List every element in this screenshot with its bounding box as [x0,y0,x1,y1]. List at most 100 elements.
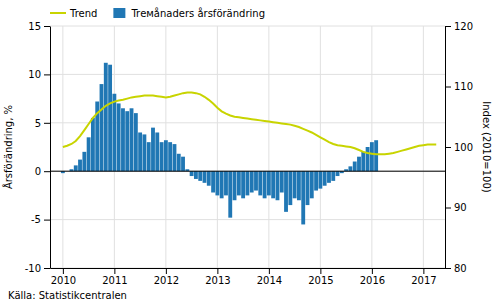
bar [353,162,357,172]
bar [370,142,374,171]
bar [374,140,378,171]
bar [245,171,249,195]
tick-mark [44,26,50,27]
bar [280,171,284,192]
y-tick: -10 [25,263,50,274]
tick-mark [445,268,451,269]
bar [233,171,237,200]
tick-label: 2014 [257,275,282,286]
y-axis: -10 -5 0 5 10 15 [25,21,51,274]
x-tick: 2015 [308,268,333,286]
source-note: Källa: Statistikcentralen [8,290,127,301]
tick-mark [445,26,451,27]
tick-mark [44,123,50,124]
bar [207,171,211,186]
bar [164,140,168,171]
bar [288,171,292,205]
tick-label: 2012 [154,275,179,286]
grid-line [50,268,445,269]
tick-mark [217,268,218,274]
bar [211,171,215,192]
tick-label: 2010 [51,275,76,286]
tick-label: 0 [35,166,41,177]
bar [203,171,207,183]
tick-label: 120 [454,21,473,32]
chart: 2010 2011 2012 2013 2014 2015 2016 2017 -10 -5 0 5 1… [0,0,493,304]
bar [241,171,245,198]
bar [168,142,172,171]
grid-line [50,219,445,220]
tick-mark [166,268,167,274]
bar [258,171,262,195]
bar [181,157,185,172]
bar [276,171,280,200]
tick-label: 2013 [205,275,230,286]
bar [194,171,198,179]
y2-axis-title: Index (2010=100) [481,101,492,193]
bar [87,137,91,171]
bar [190,171,194,176]
tick-label: 110 [454,81,473,92]
grid-line [50,171,445,172]
grid-line [423,26,424,268]
tick-label: 15 [28,21,41,32]
grid-line [217,26,218,268]
bar [361,152,365,171]
bar [348,166,352,171]
y2-tick: 120 [445,21,473,32]
x-tick: 2011 [102,268,127,286]
bar [250,171,254,192]
bar [125,111,129,171]
x-tick: 2017 [411,268,436,286]
tick-mark [445,147,451,148]
legend: TrendTrемånaders årsförändring [50,7,265,19]
y2-tick: 90 [445,202,467,213]
y2-tick: 80 [445,263,467,274]
tick-mark [44,171,50,172]
bar [293,171,297,198]
bar [237,171,241,195]
tick-mark [320,268,321,274]
legend-label: Trемånaders årsförändring [130,7,265,19]
bar [331,171,335,181]
tick-label: 5 [35,118,41,129]
x-tick: 2012 [154,268,179,286]
y-tick: -5 [31,214,50,225]
y-tick: 10 [28,69,50,80]
bar [306,171,310,205]
bar [121,108,125,171]
bar [301,171,305,224]
tick-label: 2017 [411,275,436,286]
bar [112,94,116,171]
bar [147,142,151,171]
bar [151,128,155,172]
bar [130,108,134,171]
y-tick: 5 [35,118,50,129]
bar [91,118,95,171]
tick-label: 100 [454,142,473,153]
zero-line [50,171,445,172]
bar [263,171,267,198]
bar [271,171,275,198]
bar [160,142,164,171]
tick-label: 2016 [360,275,385,286]
bar [134,113,138,171]
y2-tick: 110 [445,81,473,92]
x-axis: 2010 2011 2012 2013 2014 2015 2016 2017 [51,268,446,286]
x-tick: 2010 [51,268,76,286]
tick-mark [114,268,115,274]
tick-label: 80 [454,263,467,274]
tick-mark [423,268,424,274]
x-tick: 2014 [257,268,282,286]
bar [314,171,318,190]
bar [215,171,219,195]
tick-mark [445,208,451,209]
bar [297,171,301,200]
bar [267,171,271,195]
y2-axis: 80 90 100 110 120 [445,21,473,274]
bar [78,160,82,172]
tick-label: -5 [31,214,41,225]
bar [254,171,258,190]
tick-mark [372,268,373,274]
bar [310,171,314,198]
